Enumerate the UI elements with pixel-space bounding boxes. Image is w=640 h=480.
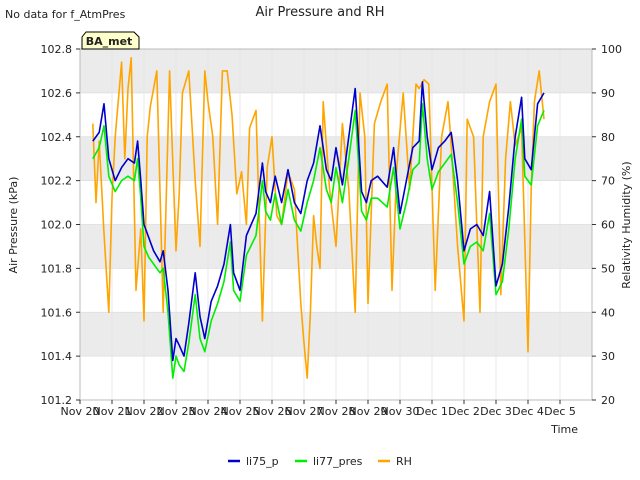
x-tick-label: Dec 1 [416,405,448,418]
y-tick-label: 102.0 [41,219,73,232]
y2-axis-label: Relativity Humidity (%) [620,161,633,288]
y2-tick-label: 70 [601,175,615,188]
x-tick-label: Dec 3 [480,405,512,418]
x-tick-label: Nov 21 [93,405,132,418]
x-tick-label: Nov 30 [381,405,420,418]
y-tick-label: 102.2 [41,175,73,188]
y2-tick-label: 40 [601,306,615,319]
y-tick-label: 102.4 [41,131,73,144]
y-tick-label: 102.8 [41,43,73,56]
y2-tick-label: 30 [601,350,615,363]
y-tick-label: 101.6 [41,306,73,319]
chart-title: Air Pressure and RH [255,5,384,20]
no-data-note: No data for f_AtmPres [5,8,126,21]
x-tick-label: Dec 4 [512,405,544,418]
x-tick-label: Nov 25 [221,405,260,418]
series-line-li75_p [92,81,545,362]
y2-tick-label: 60 [601,219,615,232]
x-tick-label: Dec 2 [448,405,480,418]
x-tick-label: Nov 22 [125,405,164,418]
site-badge: BA_met [81,31,140,50]
x-tick-label: Dec 5 [544,405,576,418]
y2-tick-label: 80 [601,131,615,144]
y-tick-label: 101.8 [41,262,73,275]
x-tick-label: Nov 27 [285,405,324,418]
x-tick-label: Nov 23 [157,405,196,418]
y-tick-label: 101.4 [41,350,73,363]
legend-label-li75_p: li75_p [246,455,279,468]
legend-label-li77_pres: li77_pres [313,455,363,468]
x-tick-label: Nov 24 [189,405,228,418]
x-tick-label: Nov 28 [317,405,356,418]
axis-ticks: 101.2 101.4 101.6 101.8 102.0 102.2 102.4 102.6… [41,43,623,418]
y2-tick-label: 100 [601,43,622,56]
legend: li75_p li77_pres RH [228,455,412,468]
y-axis-label: Air Pressure (kPa) [7,177,20,274]
y2-tick-label: 90 [601,87,615,100]
y2-tick-label: 50 [601,262,615,275]
y-tick-label: 101.2 [41,394,73,407]
series-line-RH [92,57,545,379]
y2-tick-label: 20 [601,394,615,407]
x-axis-label: Time [550,423,578,436]
x-tick-label: Nov 29 [349,405,388,418]
site-badge-box [81,31,140,50]
x-tick-label: Nov 20 [61,405,100,418]
series-line-li77_pres [92,103,545,379]
y-tick-label: 102.6 [41,87,73,100]
x-tick-label: Nov 26 [253,405,292,418]
series-lines [92,57,545,379]
legend-label-RH: RH [396,455,412,468]
site-badge-label: BA_met [86,35,133,48]
